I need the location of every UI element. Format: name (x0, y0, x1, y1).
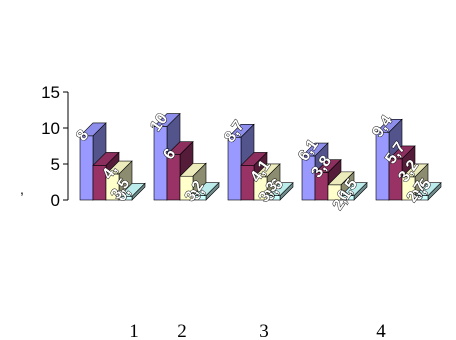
bar (118, 182, 146, 201)
bar-front-face (153, 126, 168, 201)
bar-front-face (118, 196, 133, 201)
bar-front-face (266, 195, 281, 201)
y-tick-label: 15 (41, 83, 60, 102)
bar (105, 160, 133, 201)
y-tick-label: 10 (41, 119, 60, 138)
bar-front-face (375, 132, 390, 201)
bar-front-face (192, 195, 207, 201)
bar-front-face (327, 184, 342, 201)
bar-front-face (79, 135, 94, 201)
stray-tick-mark: , (20, 181, 24, 197)
bars (79, 112, 442, 201)
y-tick-label: 5 (51, 155, 60, 174)
bar-front-face (227, 137, 242, 201)
bar (401, 163, 429, 201)
category-label: 2 (177, 321, 187, 340)
bar-front-face (401, 176, 416, 201)
bar (192, 181, 220, 201)
category-label: 4 (376, 321, 386, 340)
bar (414, 181, 442, 201)
bar (179, 162, 207, 201)
category-labels: 1 2 3 4 (129, 321, 386, 340)
bar (340, 181, 368, 201)
bar-front-face (105, 173, 120, 201)
bar-front-face (179, 175, 194, 201)
y-tick-label: 0 (51, 191, 60, 210)
bar (266, 181, 294, 201)
bar-front-face (340, 195, 355, 201)
y-axis: 0 5 10 15, (20, 83, 69, 210)
bar-front-face (414, 195, 429, 201)
bar-front-face (253, 176, 268, 201)
category-label: 1 (129, 321, 139, 340)
category-label: 3 (259, 321, 269, 340)
bar (253, 163, 281, 201)
